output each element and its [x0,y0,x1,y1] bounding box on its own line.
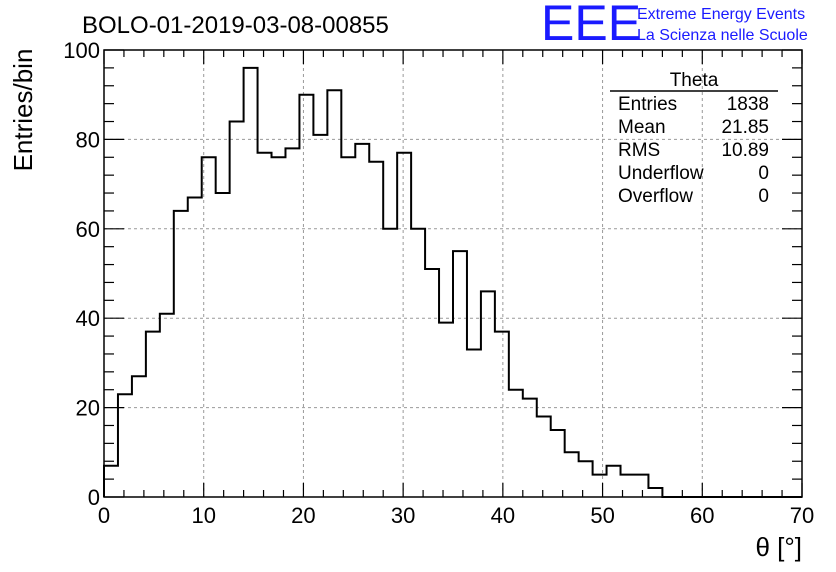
y-tick-label: 0 [88,485,100,510]
stats-value: 21.85 [721,117,769,138]
stats-label: Entries [618,94,677,115]
stats-label: Overflow [618,186,693,207]
y-tick-label: 100 [63,38,100,63]
histogram-outline [103,66,802,498]
x-tick-label: 20 [291,503,315,528]
y-tick-labels: 0 20 40 60 80 100 [63,38,100,510]
x-tick-label: 50 [590,503,614,528]
stats-title: Theta [670,70,719,91]
grid-lines [104,50,802,497]
y-tick-label: 60 [76,217,100,242]
x-tick-label: 60 [690,503,714,528]
x-tick-label: 10 [191,503,215,528]
stats-box: Theta Entries 1838 Mean 21.85 RMS 10.89 Underf… [610,70,778,207]
x-axis-title: θ [°] [755,532,802,562]
x-tick-label: 30 [391,503,415,528]
x-tick-labels: 0 10 20 30 40 50 60 70 [98,503,814,528]
y-axis-title: Entries/bin [8,49,38,172]
stats-label: Underflow [618,163,704,184]
plot-frame [103,49,803,498]
logo-line-1: Extreme Energy Events [637,6,805,23]
chart-title: BOLO-01-2019-03-08-00855 [82,12,389,39]
logo-line-2: La Scienza nelle Scuole [637,27,808,44]
y-tick-label: 80 [76,127,100,152]
stats-value: 0 [758,186,769,207]
stats-label: Mean [618,117,666,138]
y-tick-label: 40 [76,306,100,331]
eee-logo: EEE Extreme Energy Events La Scienza nel… [541,0,808,51]
y-tick-label: 20 [76,396,100,421]
stats-value: 10.89 [721,140,769,161]
x-tick-label: 0 [98,503,110,528]
stats-value: 0 [758,163,769,184]
stats-value: 1838 [727,94,769,115]
x-tick-label: 40 [491,503,515,528]
logo-mark: EEE [541,0,641,51]
stats-label: RMS [618,140,660,161]
x-tick-label: 70 [790,503,814,528]
